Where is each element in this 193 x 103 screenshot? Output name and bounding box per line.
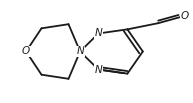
Text: N: N xyxy=(76,46,84,57)
Text: N: N xyxy=(95,28,102,39)
Text: N: N xyxy=(95,64,102,75)
Text: O: O xyxy=(180,11,188,22)
Text: O: O xyxy=(22,46,30,57)
